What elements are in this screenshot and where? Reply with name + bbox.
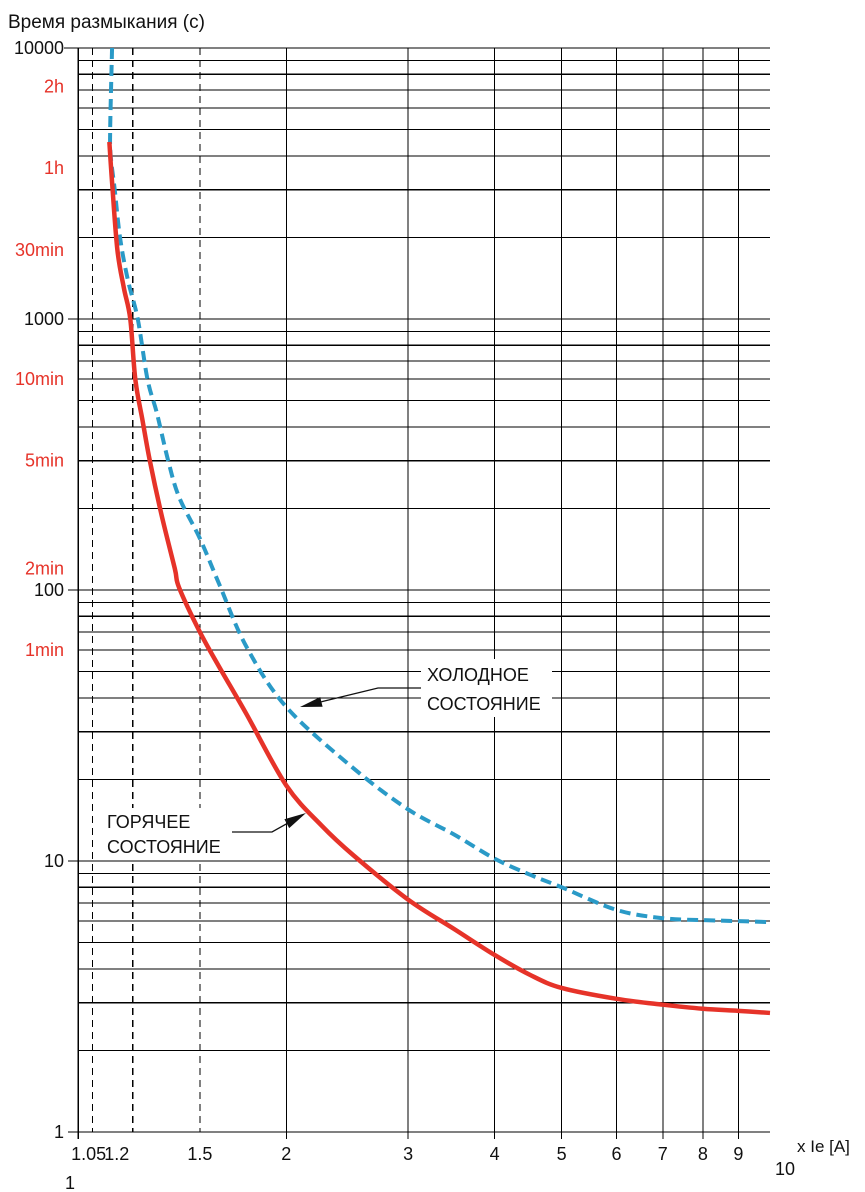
x-tick-label: 7 bbox=[658, 1144, 668, 1164]
x-tick-label: 1 bbox=[65, 1173, 75, 1192]
x-tick-label: 1.5 bbox=[187, 1144, 212, 1164]
x-axis-title: x Ie [A] bbox=[797, 1137, 850, 1156]
hot-state-curve bbox=[107, 141, 771, 1016]
cold-state-annotation: ХОЛОДНОЕ СОСТОЯНИЕ bbox=[300, 665, 541, 714]
y-tick-label: 10 bbox=[44, 851, 64, 871]
y-time-tick-label: 1min bbox=[25, 640, 64, 660]
hot-state-annotation: ГОРЯЧЕЕ СОСТОЯНИЕ bbox=[107, 812, 306, 857]
y-time-tick-label: 10min bbox=[15, 369, 64, 389]
hot-annotation-arrowhead bbox=[284, 813, 306, 829]
grid bbox=[64, 47, 770, 1139]
hot-annotation-line-2: СОСТОЯНИЕ bbox=[107, 837, 221, 857]
cold-annotation-background bbox=[421, 659, 552, 717]
cold-annotation-leader bbox=[321, 687, 421, 703]
y-tick-label: 100 bbox=[34, 580, 64, 600]
cold-annotation-arrowhead bbox=[300, 697, 323, 707]
x-tick-label: 9 bbox=[733, 1144, 743, 1164]
cold-state-curve bbox=[108, 47, 771, 925]
x-tick-labels: 1 1.051.2 1.5 2 3 4 5 6 7 8 9 10 bbox=[65, 1144, 795, 1192]
cold-annotation-line-2: СОСТОЯНИЕ bbox=[427, 694, 541, 714]
y-time-tick-label: 1h bbox=[44, 158, 64, 178]
x-tick-label: 5 bbox=[557, 1144, 567, 1164]
y-time-tick-label: 30min bbox=[15, 240, 64, 260]
x-tick-label: 2 bbox=[281, 1144, 291, 1164]
y-tick-label: 1 bbox=[54, 1122, 64, 1142]
y-time-tick-label: 2min bbox=[25, 559, 64, 579]
x-tick-label: 8 bbox=[698, 1144, 708, 1164]
hot-annotation-leader bbox=[232, 823, 288, 833]
x-tick-label: 1.2 bbox=[104, 1144, 129, 1164]
x-tick-label: 6 bbox=[611, 1144, 621, 1164]
y-tick-label: 10000 bbox=[14, 38, 64, 58]
y-tick-label: 1000 bbox=[24, 309, 64, 329]
y-time-tick-label: 5min bbox=[25, 451, 64, 471]
y-tick-labels: 1 10 100 1000 10000 2h 1h 30min 10min 5min 2min 1mi… bbox=[14, 38, 64, 1142]
x-tick-label: 4 bbox=[490, 1144, 500, 1164]
x-tick-label: 3 bbox=[403, 1144, 413, 1164]
y-time-tick-label: 2h bbox=[44, 77, 64, 97]
x-tick-label: 10 bbox=[775, 1159, 795, 1179]
hot-annotation-background bbox=[101, 808, 232, 860]
x-tick-label: 1.05 bbox=[71, 1144, 106, 1164]
curves bbox=[107, 47, 771, 1016]
y-axis-title: Время размыкания (с) bbox=[8, 12, 205, 33]
cold-annotation-line-1: ХОЛОДНОЕ bbox=[427, 665, 529, 685]
hot-annotation-line-1: ГОРЯЧЕЕ bbox=[107, 812, 190, 832]
